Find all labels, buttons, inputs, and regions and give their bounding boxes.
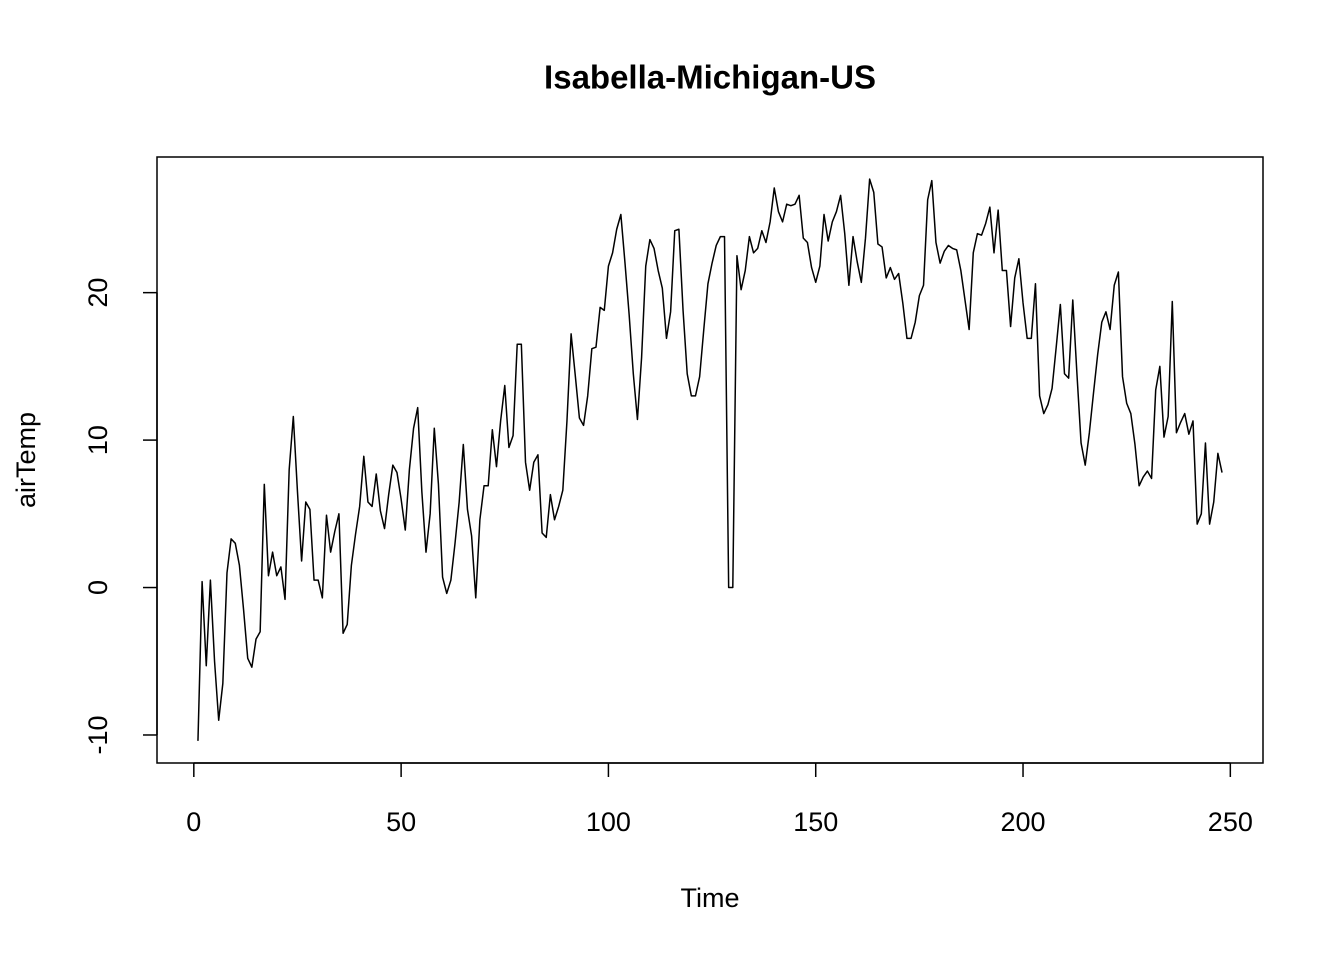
x-tick-label: 250 (1208, 807, 1253, 837)
y-tick-label: 0 (83, 580, 113, 595)
y-tick-label: 20 (83, 278, 113, 308)
chart-title: Isabella-Michigan-US (544, 59, 876, 96)
y-tick-label: -10 (83, 715, 113, 754)
x-tick-label: 200 (1000, 807, 1045, 837)
x-tick-label: 0 (186, 807, 201, 837)
y-tick-label: 10 (83, 425, 113, 455)
x-tick-label: 100 (586, 807, 631, 837)
x-tick-label: 50 (386, 807, 416, 837)
x-axis-label: Time (681, 883, 740, 913)
x-tick-label: 150 (793, 807, 838, 837)
y-axis-label: airTemp (11, 412, 41, 508)
data-line (197, 178, 1223, 741)
plot-box (156, 156, 1264, 764)
